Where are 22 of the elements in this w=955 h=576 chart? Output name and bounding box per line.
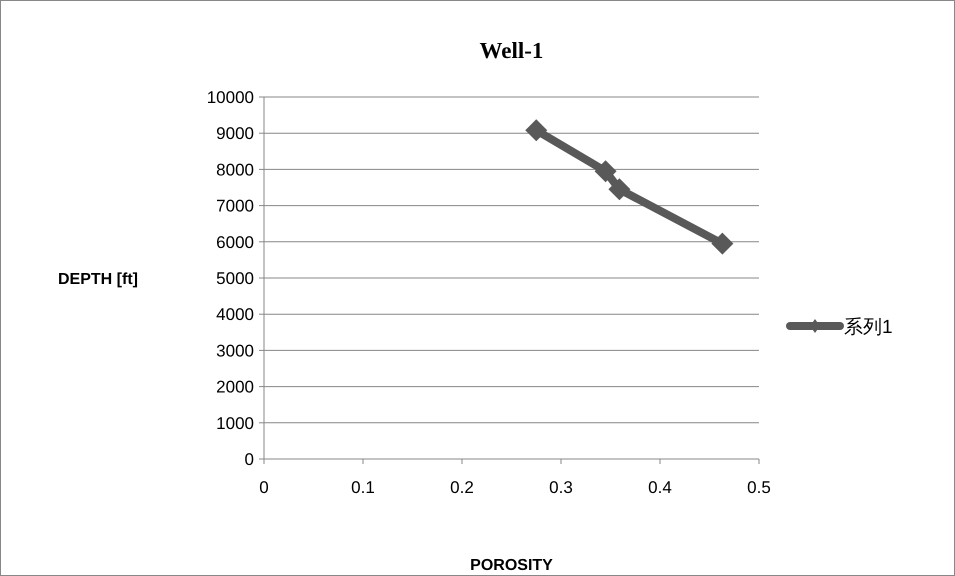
x-tick-label: 0.4 <box>648 478 672 497</box>
x-tick-label: 0.1 <box>351 478 375 497</box>
y-tick-label: 1000 <box>216 414 254 433</box>
y-tick-label: 2000 <box>216 378 254 397</box>
chart-title: Well-1 <box>480 38 544 63</box>
x-tick-label: 0.3 <box>549 478 573 497</box>
y-tick-label: 8000 <box>216 160 254 180</box>
y-tick-label: 5000 <box>216 269 254 288</box>
x-tick-label: 0.5 <box>747 478 771 497</box>
y-tick-label: 4000 <box>216 305 254 324</box>
y-tick-label: 6000 <box>216 232 254 252</box>
y-tick-label: 0 <box>244 450 254 469</box>
legend: 系列1 <box>786 317 893 338</box>
y-tick-label: 7000 <box>216 196 254 216</box>
x-axis-title: POROSITY <box>470 557 554 574</box>
y-axis-title: DEPTH [ft] <box>58 271 138 288</box>
y-tick-label: 10000 <box>206 88 254 107</box>
y-tick-label: 3000 <box>216 341 254 360</box>
legend-label: 系列1 <box>844 317 893 338</box>
x-tick-label: 0.2 <box>450 478 474 497</box>
x-tick-label: 0 <box>259 478 269 497</box>
y-tick-label: 9000 <box>216 124 254 144</box>
